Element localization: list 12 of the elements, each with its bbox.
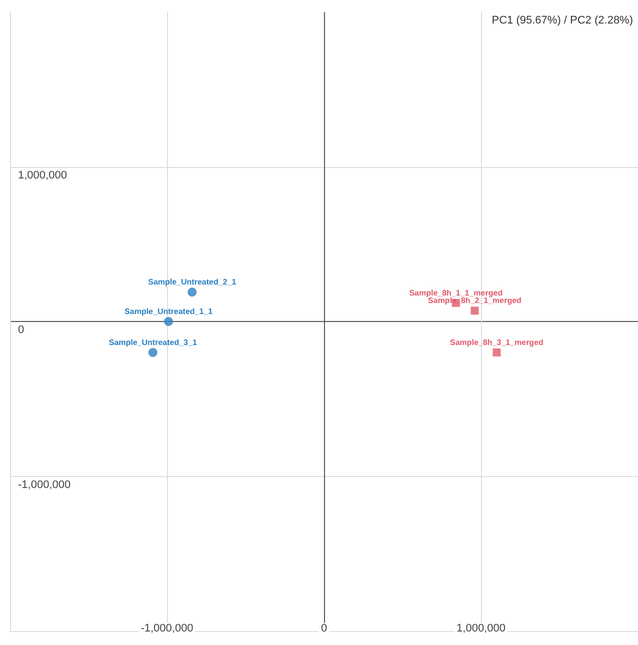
- annotation: Sample_Untreated_3_1: [108, 338, 198, 347]
- annotation: Sample_8h_3_1_merged: [450, 338, 544, 347]
- y-tick-label: 1,000,000: [18, 169, 67, 182]
- annotation: Sample_Untreated_1_1: [124, 307, 214, 316]
- x-tick-label: -1,000,000: [140, 622, 194, 634]
- annotation: Sample_8h_1_1_merged: [409, 288, 503, 298]
- annotation: Sample_Untreated_2_1: [148, 278, 237, 287]
- x-tick-label: 0: [320, 622, 328, 634]
- chart-title: PC1 (95.67%) / PC2 (2.28%): [492, 14, 634, 26]
- y-tick-label: -1,000,000: [18, 478, 71, 491]
- x-tick-label: 1,000,000: [456, 622, 506, 634]
- y-tick-label: 0: [18, 324, 24, 336]
